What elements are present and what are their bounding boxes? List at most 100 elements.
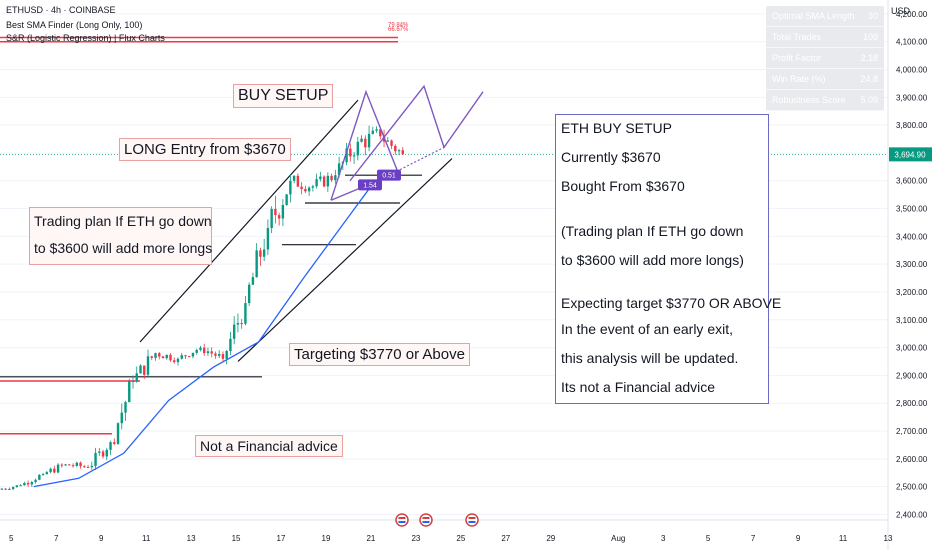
time-tick: 5: [9, 534, 14, 543]
resistance-percent-label: 66.67%: [388, 27, 409, 33]
time-tick: 17: [277, 534, 286, 543]
candle-body: [101, 451, 105, 457]
candle-body: [116, 423, 120, 444]
stats-row: Optimal SMA Length 30: [766, 6, 884, 27]
candle-body: [139, 365, 142, 374]
candle-body: [45, 472, 49, 475]
buy-setup-label[interactable]: BUY SETUP: [233, 84, 334, 108]
chart-drawings: 79.84%66.67%: [0, 22, 453, 435]
candle-body: [266, 228, 270, 250]
event-flag-icon: [422, 521, 430, 523]
candle-body: [270, 208, 273, 229]
price-tick: 2,900.00: [896, 371, 928, 380]
candle-body: [289, 180, 292, 195]
indicator-label-2[interactable]: S&R (Logistic Regression) | Flux Charts: [6, 33, 165, 43]
candle-body: [98, 451, 101, 453]
stats-table: Optimal SMA Length 30 Total Trades 109 Pro…: [766, 6, 884, 111]
time-axis: 5 7 9 11 13 15 17 19 21 23 25 27 29 Aug 3 5 7 9 11 13: [0, 513, 893, 543]
price-tick: 2,600.00: [896, 455, 928, 464]
candle-body: [326, 175, 330, 187]
candle-body: [356, 141, 360, 156]
event-flag-icon: [398, 517, 406, 519]
candle-body: [38, 474, 41, 480]
candle-body: [394, 145, 397, 152]
candle-body: [379, 129, 382, 137]
price-tick: 3,800.00: [896, 121, 928, 130]
indicator-label-1[interactable]: Best SMA Finder (Long Only, 100): [6, 20, 143, 30]
badge-value: 1.54: [363, 182, 377, 189]
price-tick: 4,000.00: [896, 66, 928, 75]
summary-panel[interactable]: ETH BUY SETUP Currently $3670 Bought Fro…: [555, 114, 781, 404]
candle-body: [274, 208, 277, 216]
candle-body: [401, 150, 404, 155]
time-tick: 19: [322, 534, 331, 543]
not-advice-label[interactable]: Not a Financial advice: [195, 435, 343, 457]
targeting-label[interactable]: Targeting $3770 or Above: [289, 343, 470, 366]
time-tick: Aug: [611, 534, 625, 543]
candle-body: [210, 351, 213, 354]
candle-body: [345, 148, 348, 163]
panel-line: Expecting target $3770 OR ABOVE: [561, 295, 782, 311]
price-tick: 4,100.00: [896, 38, 928, 47]
time-tick: 9: [99, 534, 104, 543]
candle-body: [375, 129, 378, 131]
candle-body: [296, 175, 300, 187]
candle-body: [120, 412, 123, 424]
stats-value: 109: [862, 32, 878, 42]
price-tick: 3,100.00: [896, 316, 928, 325]
candle-body: [277, 215, 281, 219]
candle-body: [315, 179, 318, 187]
candle-body: [307, 187, 311, 192]
event-flag-icon: [468, 521, 476, 523]
panel-line: (Trading plan If ETH go down: [561, 223, 744, 239]
candle-body: [311, 186, 315, 188]
candle-body: [386, 140, 389, 142]
panel-line: Bought From $3670: [561, 178, 685, 194]
stats-value: 30: [867, 11, 878, 21]
candle-body: [75, 462, 79, 466]
candle-body: [281, 205, 285, 219]
currency-label[interactable]: USD: [891, 6, 911, 16]
time-tick: 15: [232, 534, 241, 543]
long-entry-label[interactable]: LONG Entry from $3670: [119, 138, 291, 161]
stats-row: Robustness Score 5.09: [766, 90, 884, 111]
candle-body: [131, 380, 135, 382]
event-flag-icon: [422, 517, 430, 519]
candle-body: [150, 356, 153, 358]
candle-body: [259, 250, 262, 257]
price-tick: 4,200.00: [896, 10, 928, 19]
price-tick: 2,400.00: [896, 510, 928, 519]
panel-line: this analysis will be updated.: [561, 350, 739, 366]
candle-body: [79, 462, 82, 467]
candle-body: [225, 350, 228, 359]
candle-body: [8, 488, 11, 490]
candle-body: [334, 175, 337, 181]
price-axis: 4,200.00 4,100.00 4,000.00 3,900.00 3,800.00…: [887, 0, 932, 550]
candle-body: [143, 365, 146, 375]
candle-body: [240, 323, 243, 325]
symbol-title[interactable]: ETHUSD · 4h · COINBASE: [6, 5, 116, 15]
time-tick: 13: [187, 534, 196, 543]
price-tick: 3,000.00: [896, 344, 928, 353]
time-tick: 29: [546, 534, 555, 543]
candle-body: [113, 442, 116, 444]
candle-body: [109, 442, 112, 450]
time-tick: 9: [796, 534, 801, 543]
stats-value: 5.09: [860, 95, 878, 105]
candle-body: [90, 465, 93, 468]
candle-body: [41, 474, 45, 476]
price-tick: 3,900.00: [896, 93, 928, 102]
candle-body: [30, 482, 34, 485]
price-tick: 2,800.00: [896, 399, 928, 408]
badge-value: 0.51: [382, 173, 396, 180]
event-flag-icon: [419, 513, 433, 527]
candle-body: [135, 373, 138, 381]
event-flag-icon: [398, 521, 406, 523]
candle-body: [390, 140, 393, 146]
candle-body: [360, 138, 363, 142]
trading-plan-box[interactable]: Trading plan If ETH go down to $3600 wil…: [29, 207, 212, 265]
candle-body: [11, 486, 15, 489]
candle-body: [86, 467, 90, 469]
pattern-dotted: [399, 146, 445, 171]
candle-body: [364, 138, 367, 148]
